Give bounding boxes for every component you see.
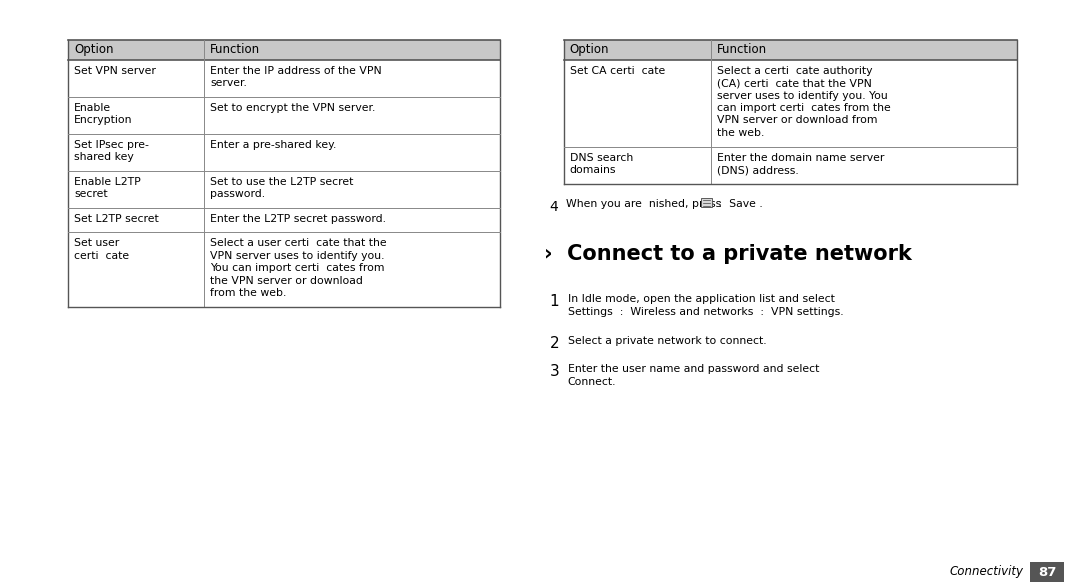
Text: Set IPsec pre-
shared key: Set IPsec pre- shared key — [75, 140, 149, 162]
Text: Connectivity: Connectivity — [950, 565, 1024, 578]
Bar — [1030, 562, 1064, 582]
Text: Function: Function — [717, 43, 767, 56]
Text: Option: Option — [570, 43, 609, 56]
Text: Set user
certi  cate: Set user certi cate — [75, 239, 130, 261]
Bar — [564, 40, 1017, 184]
Text: Enable
Encryption: Enable Encryption — [75, 103, 133, 125]
Text: Connect.: Connect. — [568, 377, 617, 387]
Bar — [564, 40, 1017, 60]
Text: Enter the domain name server
(DNS) address.: Enter the domain name server (DNS) addre… — [717, 153, 885, 175]
Text: Enter the IP address of the VPN
server.: Enter the IP address of the VPN server. — [211, 66, 382, 88]
Text: 2: 2 — [550, 336, 559, 351]
Text: In Idle mode, open the application list and select: In Idle mode, open the application list … — [568, 294, 835, 304]
Text: Set L2TP secret: Set L2TP secret — [75, 214, 159, 224]
Bar — [68, 40, 500, 60]
Bar — [701, 198, 712, 207]
Text: 4: 4 — [550, 200, 558, 214]
Text: Function: Function — [211, 43, 260, 56]
Text: :  Save .: : Save . — [715, 199, 762, 209]
Text: Enable L2TP
secret: Enable L2TP secret — [75, 177, 140, 199]
Text: 3: 3 — [550, 364, 559, 379]
Text: Settings  :  Wireless and networks  :  VPN settings.: Settings : Wireless and networks : VPN s… — [568, 307, 843, 317]
Text: Set to use the L2TP secret
password.: Set to use the L2TP secret password. — [211, 177, 353, 199]
Text: 87: 87 — [1038, 565, 1056, 578]
Text: Enter a pre-shared key.: Enter a pre-shared key. — [211, 140, 337, 150]
Text: Set CA certi  cate: Set CA certi cate — [570, 66, 665, 76]
Text: Select a user certi  cate that the
VPN server uses to identify you.
You can impo: Select a user certi cate that the VPN se… — [211, 239, 387, 298]
Text: DNS search
domains: DNS search domains — [570, 153, 633, 175]
Text: Enter the user name and password and select: Enter the user name and password and sel… — [568, 364, 819, 374]
Text: Select a private network to connect.: Select a private network to connect. — [568, 336, 767, 346]
Text: Set VPN server: Set VPN server — [75, 66, 156, 76]
Text: Set to encrypt the VPN server.: Set to encrypt the VPN server. — [211, 103, 376, 113]
Text: 1: 1 — [550, 294, 559, 309]
Text: Option: Option — [75, 43, 113, 56]
Text: Enter the L2TP secret password.: Enter the L2TP secret password. — [211, 214, 387, 224]
Bar — [68, 40, 500, 307]
Text: ›  Connect to a private network: › Connect to a private network — [543, 244, 912, 264]
Text: When you are  nished, press: When you are nished, press — [566, 199, 721, 209]
Text: Select a certi  cate authority
(CA) certi  cate that the VPN
server uses to iden: Select a certi cate authority (CA) certi… — [717, 66, 891, 138]
